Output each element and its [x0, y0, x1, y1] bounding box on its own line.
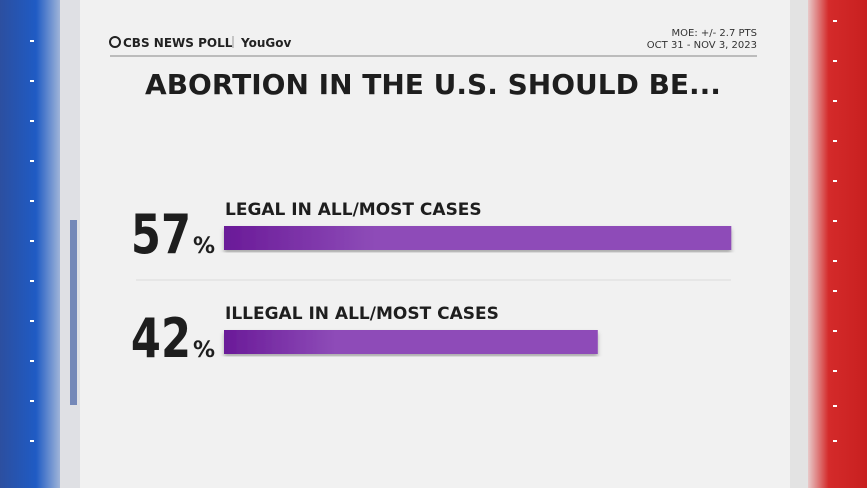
- brand: CBS NEWS POLL: [123, 36, 233, 50]
- bar: [224, 226, 732, 250]
- right-stripe: [808, 0, 867, 488]
- bar: [224, 330, 598, 354]
- margin-of-error: MOE: +/- 2.7 PTS: [672, 28, 757, 39]
- value-unit: %: [193, 338, 215, 363]
- right-frame: [790, 0, 808, 488]
- value-label: 57: [131, 203, 191, 266]
- category-label: ILLEGAL IN ALL/MOST CASES: [225, 304, 499, 324]
- partner: YouGov: [240, 36, 291, 50]
- value-label: 42: [131, 307, 191, 370]
- left-stripe: [0, 0, 60, 488]
- left-accent: [70, 220, 77, 405]
- cbs-eye-logo: [109, 36, 121, 48]
- poll-dates: OCT 31 - NOV 3, 2023: [647, 40, 757, 51]
- chart-title: ABORTION IN THE U.S. SHOULD BE...: [145, 68, 721, 101]
- stripe-dashes: [30, 20, 837, 442]
- value-unit: %: [193, 234, 215, 259]
- category-label: LEGAL IN ALL/MOST CASES: [225, 200, 482, 220]
